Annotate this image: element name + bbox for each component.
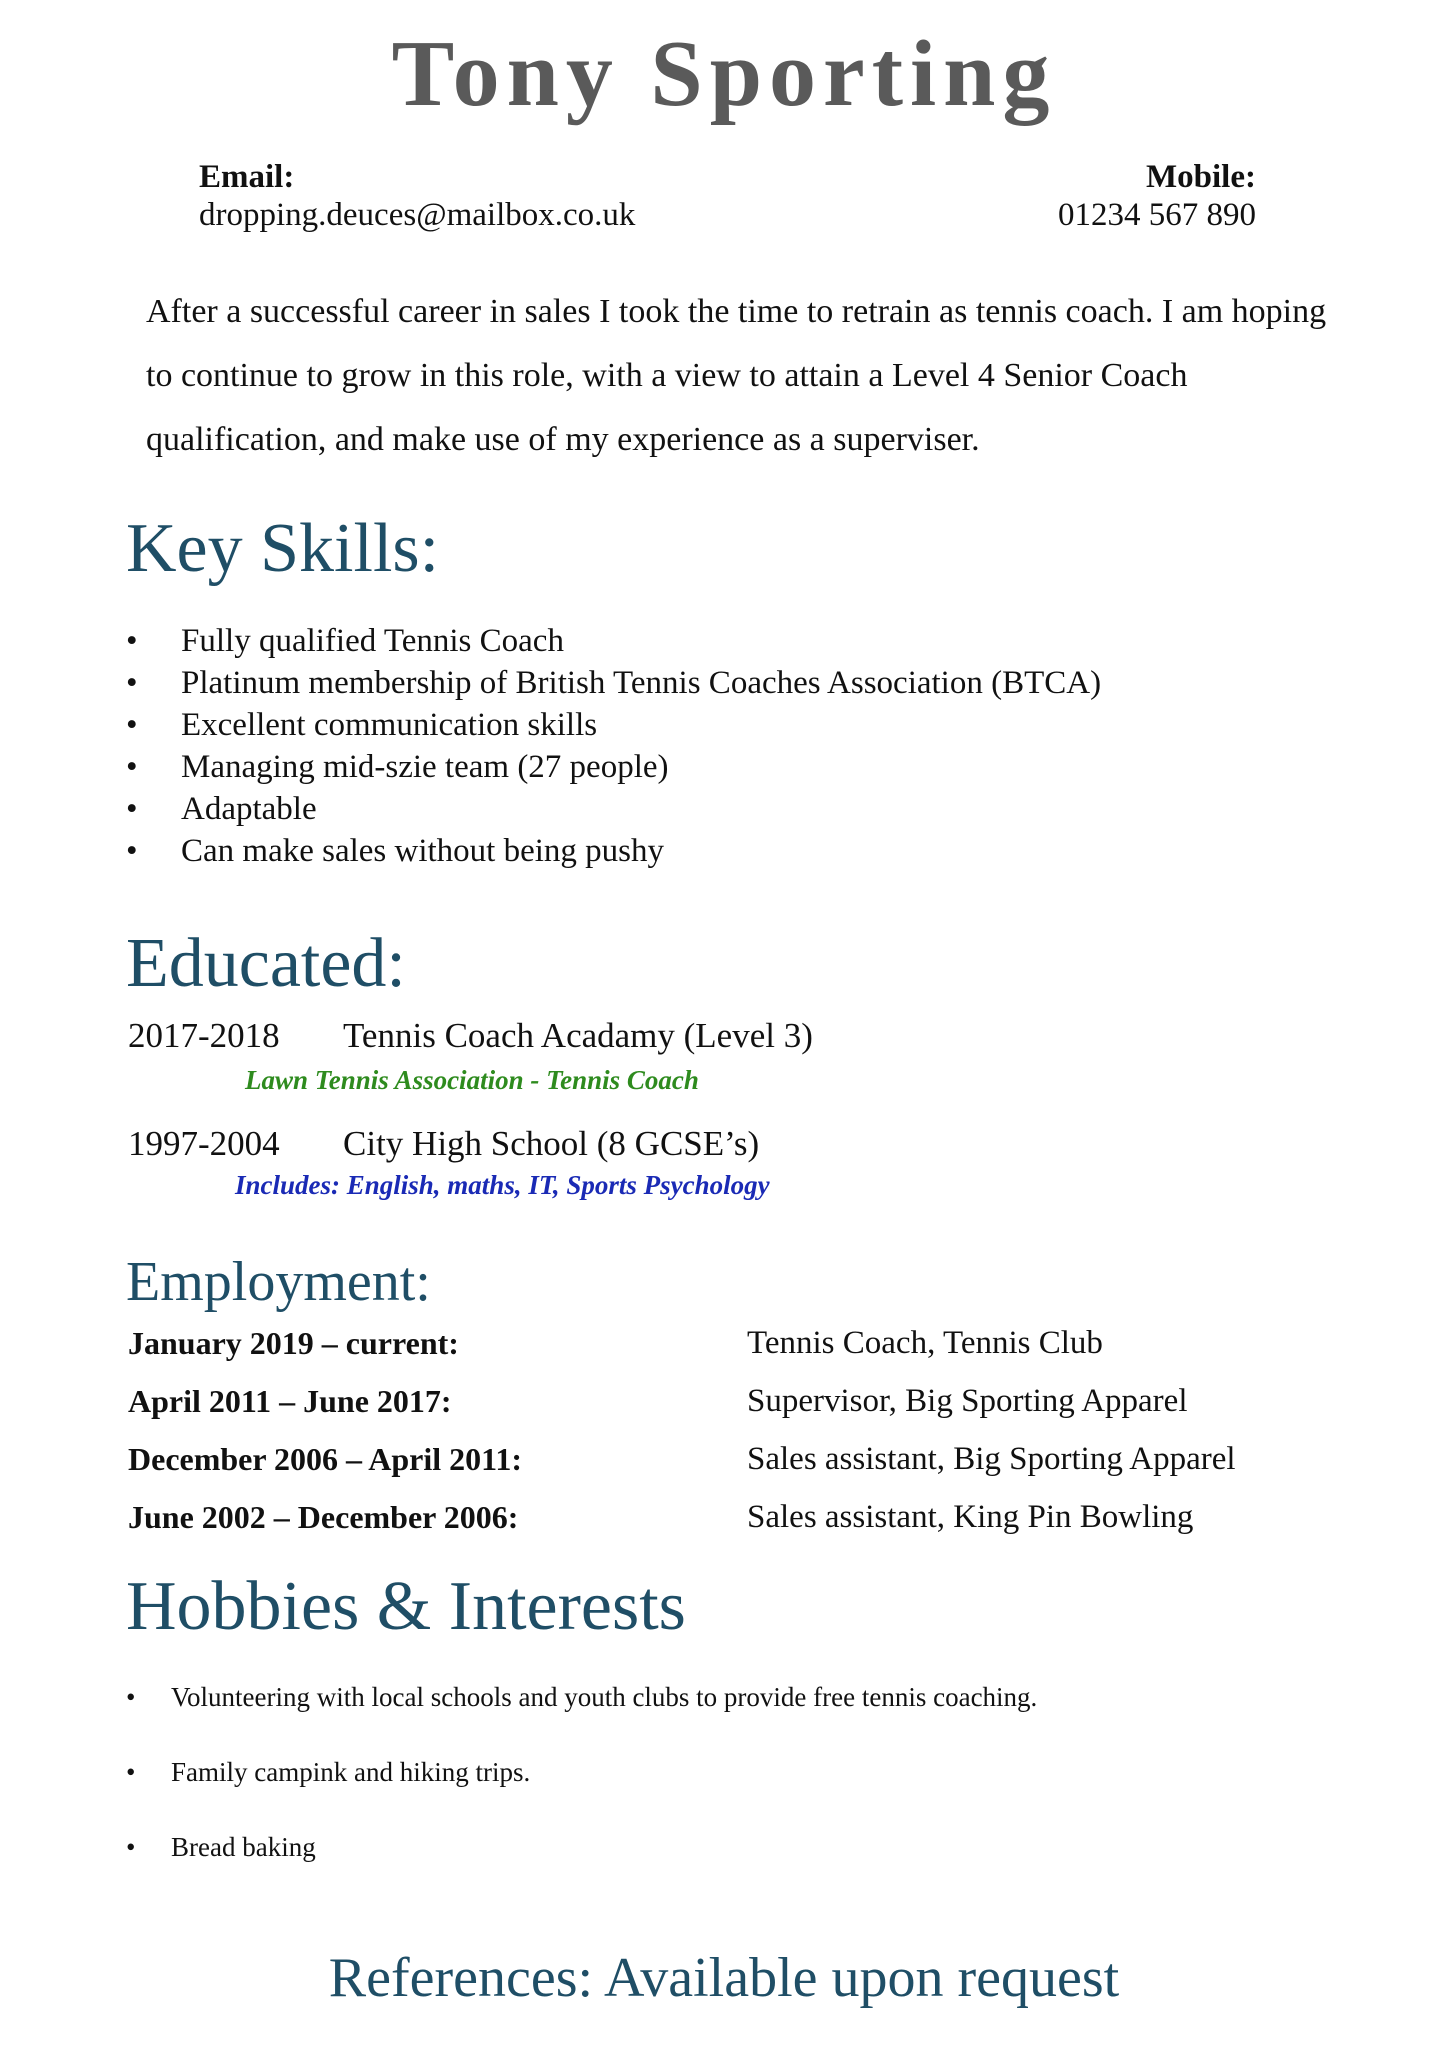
employment-dates: December 2006 – April 2011: — [128, 1441, 523, 1477]
mobile-value: 01234 567 890 — [1058, 197, 1256, 233]
key-skills-list: Fully qualified Tennis Coach Platinum me… — [126, 620, 1101, 872]
key-skills-heading: Key Skills: — [126, 510, 440, 587]
employment-role: Sales assistant, King Pin Bowling — [747, 1499, 1194, 1535]
list-item: Family campink and hiking trips. — [126, 1755, 1037, 1830]
education-heading: Educated: — [126, 925, 406, 1002]
list-item: Platinum membership of British Tennis Co… — [126, 662, 1101, 704]
employment-heading: Employment: — [126, 1251, 431, 1313]
education-title: City High School (8 GCSE’s) — [343, 1124, 760, 1163]
email-label: Email: — [199, 159, 295, 195]
mobile-label: Mobile: — [1146, 159, 1256, 195]
list-item: Bread baking — [126, 1830, 1037, 1905]
employment-dates: January 2019 – current: — [128, 1325, 459, 1361]
education-note: Includes: English, maths, IT, Sports Psy… — [235, 1170, 770, 1200]
list-item: Fully qualified Tennis Coach — [126, 620, 1101, 662]
list-item: Volunteering with local schools and yout… — [126, 1680, 1037, 1755]
employment-role: Supervisor, Big Sporting Apparel — [747, 1383, 1188, 1419]
education-years: 1997-2004 — [128, 1124, 280, 1163]
hobbies-heading: Hobbies & Interests — [126, 1568, 686, 1645]
education-note: Lawn Tennis Association - Tennis Coach — [245, 1065, 699, 1095]
list-item: Excellent communication skills — [126, 704, 1101, 746]
employment-role: Tennis Coach, Tennis Club — [747, 1325, 1103, 1361]
employment-dates: June 2002 – December 2006: — [128, 1499, 519, 1535]
email-value: dropping.deuces@mailbox.co.uk — [199, 197, 636, 233]
education-title: Tennis Coach Acadamy (Level 3) — [343, 1016, 813, 1055]
education-years: 2017-2018 — [128, 1016, 280, 1055]
references-statement: References: Available upon request — [328, 1947, 1120, 2009]
list-item: Can make sales without being pushy — [126, 830, 1101, 872]
personal-summary: After a successful career in sales I too… — [146, 293, 1327, 458]
list-item: Managing mid-szie team (27 people) — [126, 746, 1101, 788]
hobbies-list: Volunteering with local schools and yout… — [126, 1680, 1037, 1905]
list-item: Adaptable — [126, 788, 1101, 830]
resume-name: Tony Sporting — [391, 22, 1057, 126]
employment-dates: April 2011 – June 2017: — [128, 1383, 452, 1419]
employment-role: Sales assistant, Big Sporting Apparel — [747, 1441, 1236, 1477]
